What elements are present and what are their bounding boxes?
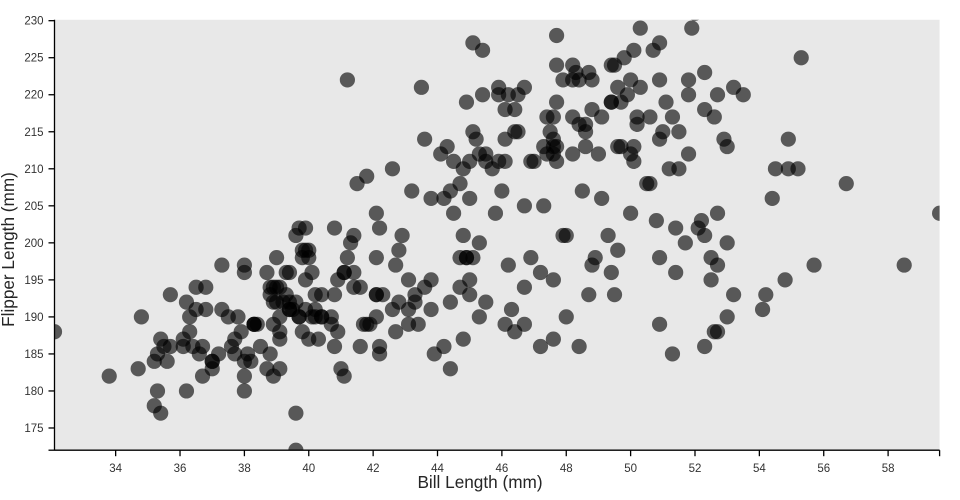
svg-text:42: 42 (367, 463, 380, 475)
svg-text:Bill Length (mm): Bill Length (mm) (417, 472, 542, 492)
svg-text:225: 225 (24, 53, 43, 65)
svg-text:190: 190 (24, 312, 43, 324)
svg-text:58: 58 (882, 463, 895, 475)
svg-text:210: 210 (24, 164, 43, 176)
svg-text:175: 175 (24, 423, 43, 435)
svg-text:52: 52 (689, 463, 702, 475)
svg-text:195: 195 (24, 275, 43, 287)
svg-text:215: 215 (24, 127, 43, 139)
svg-text:50: 50 (624, 463, 637, 475)
svg-text:40: 40 (302, 463, 315, 475)
svg-text:200: 200 (24, 238, 43, 250)
svg-text:56: 56 (817, 463, 830, 475)
svg-text:36: 36 (174, 463, 187, 475)
svg-text:48: 48 (560, 463, 573, 475)
svg-text:230: 230 (24, 16, 43, 28)
svg-text:54: 54 (753, 463, 766, 475)
svg-text:38: 38 (238, 463, 251, 475)
svg-text:180: 180 (24, 386, 43, 398)
svg-text:205: 205 (24, 201, 43, 213)
svg-text:185: 185 (24, 349, 43, 361)
svg-text:220: 220 (24, 90, 43, 102)
svg-text:34: 34 (109, 463, 122, 475)
svg-text:Flipper Length (mm): Flipper Length (mm) (0, 172, 18, 327)
